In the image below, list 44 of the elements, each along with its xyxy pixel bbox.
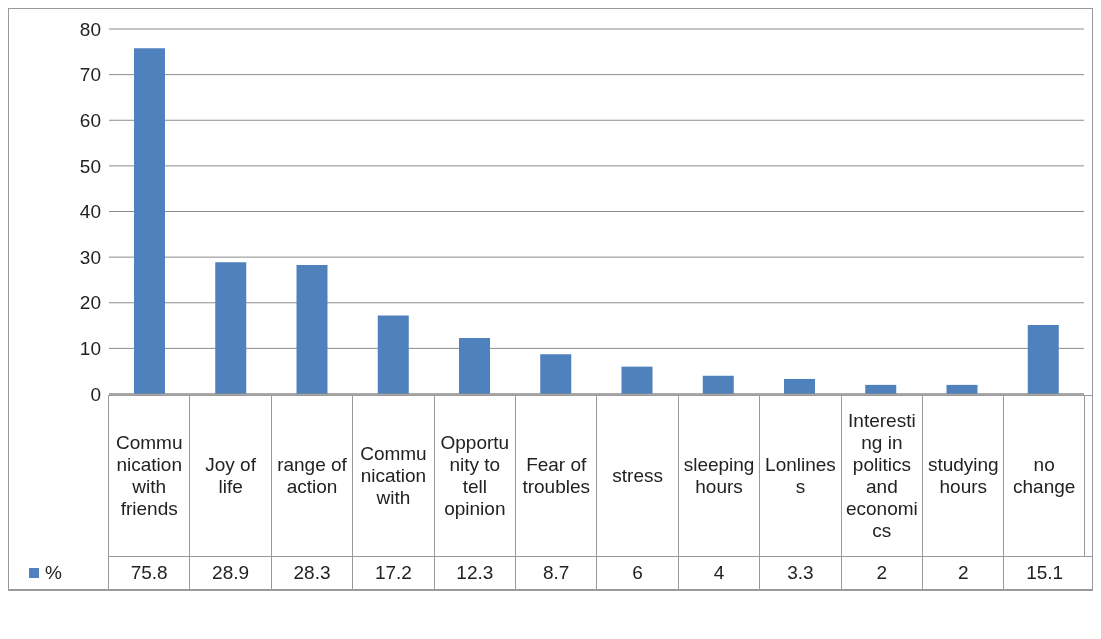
x-tick-label: stress <box>596 396 678 556</box>
x-tick-label: Opportunity to tell opinion <box>433 396 516 556</box>
x-tick-label: Interesting in politics and economics <box>840 396 923 556</box>
y-tick-label: 30 <box>79 246 101 268</box>
bar <box>377 315 409 394</box>
data-label: 12.3 <box>433 557 516 589</box>
data-label: 28.3 <box>270 557 353 589</box>
y-tick-label: 50 <box>79 155 101 177</box>
x-tick-label: studying hours <box>922 396 1004 556</box>
bar <box>1027 325 1059 394</box>
x-tick-label: range of action <box>270 396 353 556</box>
y-tick-label: 20 <box>79 292 101 314</box>
bar <box>459 337 490 394</box>
bar <box>296 264 328 394</box>
data-label: 15.1 <box>1003 557 1085 589</box>
data-label: 3.3 <box>759 557 841 589</box>
y-tick-label: 70 <box>79 64 101 86</box>
legend-label: % <box>45 562 62 584</box>
x-tick-label: no change <box>1003 396 1085 556</box>
data-label: 4 <box>677 557 760 589</box>
bar <box>540 354 572 394</box>
data-label: 2 <box>840 557 923 589</box>
bar <box>702 375 734 394</box>
bar <box>134 48 165 394</box>
x-tick-label: Communication with <box>352 396 434 556</box>
data-label: 17.2 <box>352 557 434 589</box>
x-tick-label: sleeping hours <box>677 396 760 556</box>
data-label: 28.9 <box>189 557 271 589</box>
x-tick-label: Joy of life <box>189 396 271 556</box>
y-tick-label: 10 <box>79 338 101 360</box>
y-tick-label: 80 <box>79 18 101 40</box>
bar <box>784 378 815 394</box>
y-tick-label: 60 <box>79 110 101 131</box>
y-tick-label: 0 <box>90 383 101 405</box>
bar <box>215 262 247 394</box>
x-tick-label: Lonliness <box>759 396 841 556</box>
bar <box>621 366 653 394</box>
data-label: 8.7 <box>515 557 597 589</box>
x-tick-label: Fear of troubles <box>515 396 597 556</box>
data-label: 75.8 <box>108 557 190 589</box>
x-tick-label: Communication with friends <box>108 396 190 556</box>
y-tick-label: 40 <box>79 201 101 223</box>
data-label: 2 <box>922 557 1004 589</box>
data-label: 6 <box>596 557 678 589</box>
